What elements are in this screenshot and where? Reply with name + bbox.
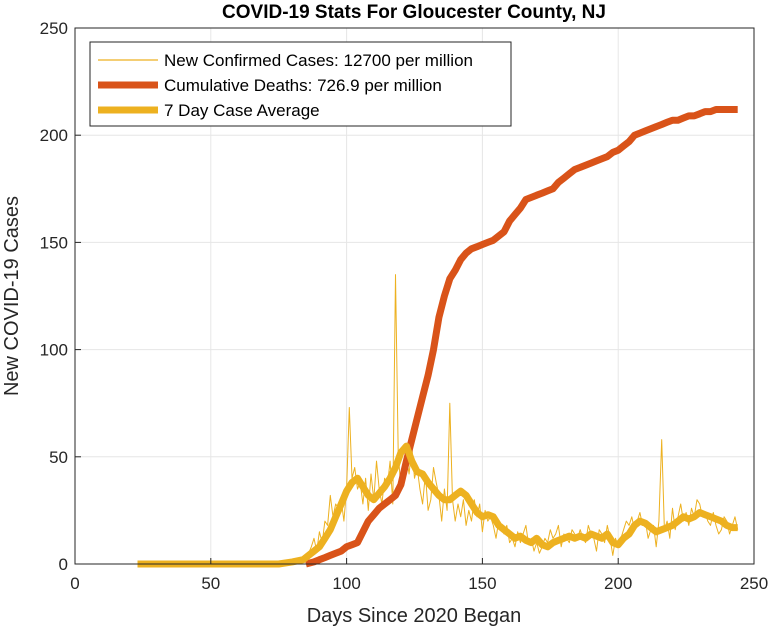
- y-tick-label: 200: [40, 126, 68, 145]
- legend: New Confirmed Cases: 12700 per million C…: [89, 41, 512, 127]
- x-axis-label: Days Since 2020 Began: [307, 605, 522, 627]
- plot-frame: [74, 27, 755, 565]
- legend-label-new-cases: New Confirmed Cases: 12700 per million: [164, 51, 473, 70]
- y-tick-label: 150: [40, 233, 68, 252]
- y-tick-label: 100: [40, 341, 68, 360]
- legend-label-deaths: Cumulative Deaths: 726.9 per million: [164, 76, 442, 95]
- y-tick-label: 250: [40, 19, 68, 38]
- x-tick-label: 250: [740, 574, 768, 593]
- series-layer: [137, 106, 739, 568]
- x-tick-label: 150: [468, 574, 496, 593]
- x-tick-label: 100: [332, 574, 360, 593]
- series-7-day-average: [137, 442, 738, 568]
- x-tick-label: 50: [201, 574, 220, 593]
- legend-label-avg: 7 Day Case Average: [164, 101, 320, 120]
- ticks: 0 50 100 150 200 250 0 50 100 150 200 250: [40, 19, 769, 593]
- chart-title: COVID-19 Stats For Gloucester County, NJ: [222, 2, 606, 23]
- legend-box: [89, 41, 512, 127]
- series-cumulative-deaths: [305, 106, 738, 568]
- x-tick-label: 200: [604, 574, 632, 593]
- y-axis-label: New COVID-19 Cases: [1, 196, 23, 396]
- x-tick-label: 0: [70, 574, 79, 593]
- y-tick-label: 0: [59, 555, 68, 574]
- y-tick-label: 50: [49, 448, 68, 467]
